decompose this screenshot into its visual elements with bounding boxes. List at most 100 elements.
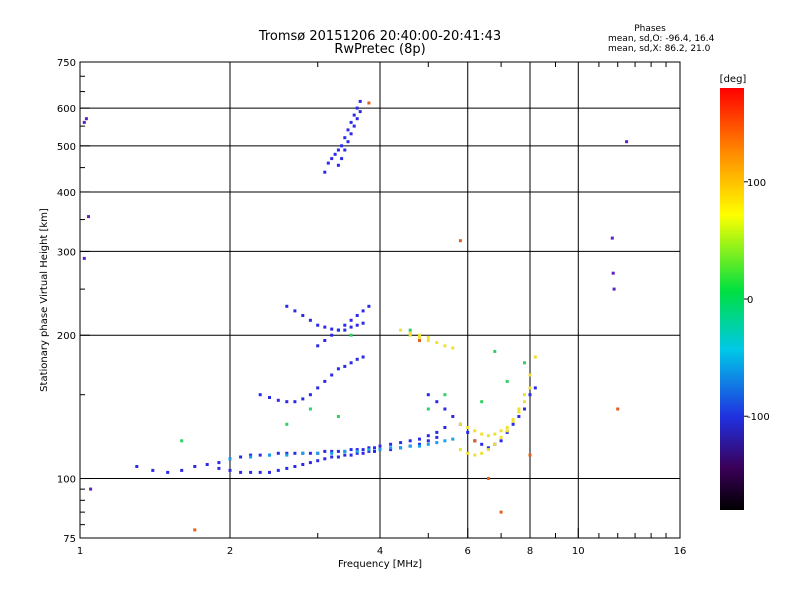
data-point bbox=[249, 470, 253, 474]
y-tick-label: 750 bbox=[57, 58, 76, 69]
colorbar-label: [deg] bbox=[720, 74, 747, 85]
data-point bbox=[336, 455, 340, 459]
data-point bbox=[443, 407, 447, 411]
data-point bbox=[166, 470, 170, 474]
data-point bbox=[473, 429, 477, 433]
data-point bbox=[358, 99, 362, 103]
data-point bbox=[285, 422, 289, 426]
data-point bbox=[533, 386, 537, 390]
data-point bbox=[82, 256, 86, 260]
data-point bbox=[89, 487, 93, 491]
data-point bbox=[346, 140, 350, 144]
x-tick-label: 16 bbox=[674, 546, 687, 557]
data-point bbox=[308, 318, 312, 322]
data-point bbox=[418, 335, 421, 339]
data-point bbox=[285, 304, 289, 308]
data-point bbox=[361, 355, 365, 359]
data-point bbox=[349, 132, 353, 136]
data-point bbox=[330, 333, 334, 337]
data-point bbox=[458, 448, 462, 452]
data-point bbox=[336, 148, 340, 152]
data-point bbox=[323, 170, 327, 174]
chart-subtitle: RwPretec (8p) bbox=[334, 42, 425, 57]
data-point bbox=[408, 331, 412, 335]
data-point bbox=[505, 430, 509, 434]
x-tick-label: 6 bbox=[465, 546, 471, 557]
data-point bbox=[373, 446, 376, 450]
data-point bbox=[330, 157, 334, 161]
data-point bbox=[343, 364, 347, 368]
colorbar-tick-label: 0 bbox=[747, 295, 753, 306]
data-point bbox=[217, 461, 221, 465]
data-point bbox=[228, 457, 232, 461]
data-point bbox=[378, 448, 382, 452]
data-point bbox=[352, 124, 356, 128]
data-point bbox=[499, 439, 503, 443]
chart-title: Tromsø 20151206 20:40:00-20:41:43 bbox=[258, 29, 501, 44]
y-tick-label: 400 bbox=[57, 188, 76, 199]
data-point bbox=[451, 346, 455, 350]
data-point bbox=[361, 448, 365, 452]
data-point bbox=[517, 410, 521, 414]
data-point bbox=[399, 446, 403, 450]
data-point bbox=[399, 441, 403, 445]
data-point bbox=[493, 349, 497, 353]
data-point bbox=[330, 327, 334, 331]
y-tick-label: 300 bbox=[57, 247, 76, 258]
data-point bbox=[308, 393, 312, 397]
data-point bbox=[330, 373, 334, 377]
data-point bbox=[285, 453, 289, 457]
data-point bbox=[480, 442, 484, 446]
data-point bbox=[293, 465, 297, 468]
y-tick-label: 600 bbox=[57, 104, 76, 115]
data-point bbox=[408, 444, 412, 448]
data-point bbox=[293, 400, 297, 404]
data-point bbox=[408, 439, 412, 443]
data-point bbox=[523, 361, 526, 365]
data-point bbox=[408, 328, 412, 332]
data-point bbox=[418, 339, 421, 342]
data-point bbox=[276, 398, 280, 402]
data-point bbox=[316, 323, 320, 327]
data-point bbox=[340, 157, 344, 161]
data-point bbox=[258, 393, 262, 397]
data-point bbox=[316, 344, 320, 348]
stats-o-mode: mean, sd,O: -96.4, 16.4 bbox=[608, 34, 715, 44]
data-point bbox=[616, 407, 620, 411]
data-point bbox=[511, 422, 515, 426]
data-point bbox=[367, 449, 371, 453]
data-point bbox=[499, 429, 503, 433]
data-point bbox=[333, 152, 337, 156]
data-point bbox=[533, 355, 537, 359]
data-point bbox=[499, 435, 503, 439]
data-point bbox=[293, 309, 297, 313]
data-point bbox=[343, 136, 347, 140]
data-point bbox=[473, 439, 477, 443]
data-point bbox=[87, 215, 90, 219]
data-point bbox=[486, 477, 490, 480]
data-point bbox=[493, 432, 497, 436]
data-point bbox=[285, 400, 289, 404]
data-points bbox=[82, 99, 629, 532]
y-axis-label: Stationary phase Virtual Height [km] bbox=[39, 208, 50, 392]
data-point bbox=[336, 367, 340, 371]
data-point bbox=[349, 318, 353, 322]
data-point bbox=[336, 415, 340, 418]
data-point bbox=[330, 451, 334, 455]
data-point bbox=[523, 400, 526, 404]
data-point bbox=[217, 466, 221, 470]
data-point bbox=[373, 449, 376, 453]
data-point bbox=[361, 321, 365, 325]
data-point bbox=[301, 463, 305, 466]
x-tick-label: 10 bbox=[572, 546, 585, 557]
data-point bbox=[443, 344, 447, 348]
data-point bbox=[355, 448, 359, 452]
data-point bbox=[426, 439, 430, 443]
data-point bbox=[517, 407, 521, 411]
data-point bbox=[486, 446, 490, 450]
data-point bbox=[301, 397, 305, 401]
x-axis-label: Frequency [MHz] bbox=[338, 559, 422, 570]
data-point bbox=[355, 117, 359, 121]
data-point bbox=[426, 442, 430, 446]
